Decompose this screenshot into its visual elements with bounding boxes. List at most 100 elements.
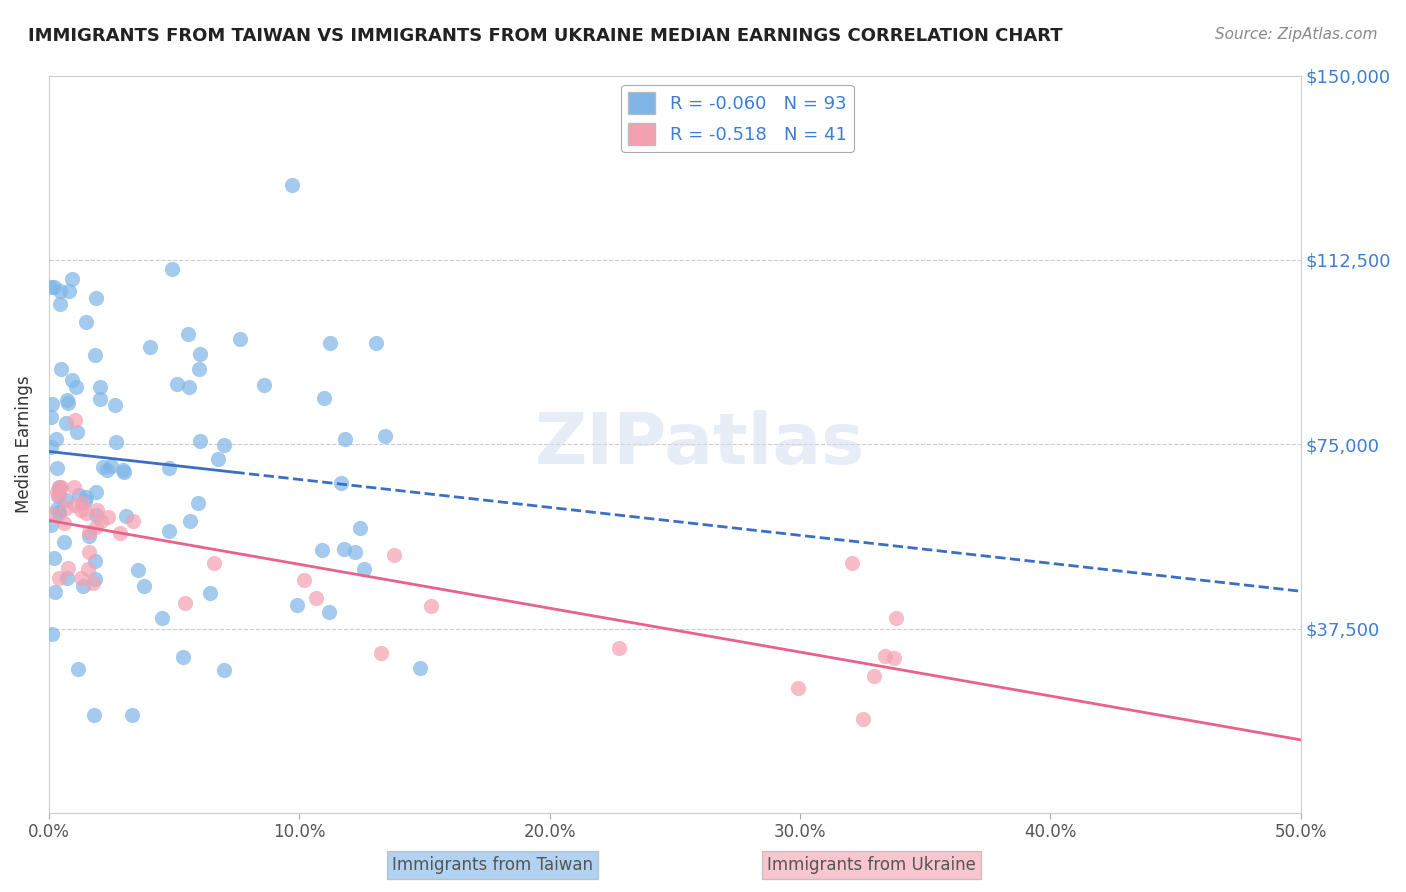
Point [56,396,79,410]
Point [787,681,810,695]
Point [49,284,72,298]
Point [69,571,91,585]
Point [82,575,104,590]
Point [162,261,184,276]
Point [89,392,111,406]
Point [200,585,222,599]
Point [862,669,884,683]
Point [48,506,70,520]
Point [63,498,86,512]
Point [66,425,89,439]
Point [49,362,72,376]
Point [46,484,69,499]
Point [83,572,105,586]
Text: ZIPatlas: ZIPatlas [534,409,865,479]
Point [344,545,367,559]
Point [108,525,131,540]
Point [228,332,250,346]
Point [48,489,70,503]
Point [44,584,66,599]
Point [287,598,309,612]
Point [374,429,396,443]
Point [166,376,188,391]
Point [841,556,863,570]
Point [75,316,97,330]
Point [89,380,111,394]
Point [883,651,905,665]
Point [292,573,315,587]
Point [157,524,180,538]
Point [138,340,160,354]
Text: Immigrants from Taiwan: Immigrants from Taiwan [392,856,592,874]
Point [112,462,135,476]
Point [60,373,83,387]
Point [188,347,211,361]
Point [318,605,340,619]
Point [42,280,65,294]
Point [84,519,107,533]
Point [52,516,75,531]
Point [127,563,149,577]
Point [75,493,97,508]
Point [281,178,304,193]
Point [104,48,127,62]
Point [46,502,69,516]
Point [84,484,107,499]
Point [48,481,70,495]
Point [179,380,201,394]
Point [84,508,107,522]
Point [305,591,328,605]
Point [66,662,89,676]
Text: IMMIGRANTS FROM TAIWAN VS IMMIGRANTS FROM UKRAINE MEDIAN EARNINGS CORRELATION CH: IMMIGRANTS FROM TAIWAN VS IMMIGRANTS FRO… [28,27,1063,45]
Point [353,562,375,576]
Point [188,434,211,448]
Point [420,599,443,614]
Point [77,524,100,539]
Point [370,647,392,661]
Point [63,412,86,426]
Point [207,452,229,467]
Point [112,465,135,479]
Point [41,627,63,641]
Point [329,476,352,491]
Point [132,579,155,593]
Point [311,542,333,557]
Point [204,556,226,570]
Point [188,362,211,376]
Point [409,660,432,674]
Point [77,529,100,543]
Text: Source: ZipAtlas.com: Source: ZipAtlas.com [1215,27,1378,42]
Point [253,378,276,392]
Point [121,707,143,722]
Point [382,549,405,563]
Point [48,571,70,585]
Point [72,496,94,510]
Point [56,393,79,408]
Point [42,551,65,566]
Point [93,460,115,475]
Point [46,489,69,503]
Point [55,416,77,430]
Point [70,503,93,517]
Point [63,480,86,494]
Legend: R = -0.060   N = 93, R = -0.518   N = 41: R = -0.060 N = 93, R = -0.518 N = 41 [621,85,853,152]
Point [84,348,107,362]
Point [52,535,75,549]
Point [150,611,173,625]
Text: Immigrants from Ukraine: Immigrants from Ukraine [768,856,976,874]
Point [41,279,63,293]
Point [41,440,63,454]
Point [214,663,236,677]
Point [100,459,122,474]
Point [312,391,335,405]
Point [173,596,195,610]
Point [333,542,356,557]
Point [58,284,80,298]
Point [69,488,91,502]
Point [77,562,100,576]
Point [157,461,180,475]
Point [89,514,111,528]
Point [212,438,235,452]
Point [49,480,72,494]
Point [349,520,371,534]
